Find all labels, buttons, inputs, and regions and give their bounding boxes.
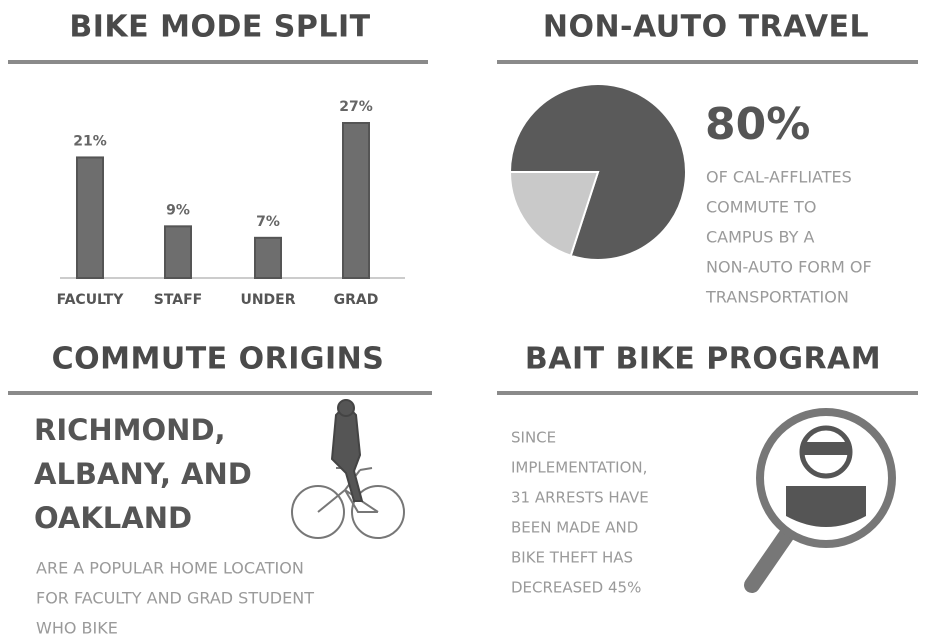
category-label: STAFF — [154, 292, 203, 308]
value-label: 21% — [73, 133, 107, 149]
place-name: RICHMOND, — [34, 413, 226, 447]
category-label: FACULTY — [57, 292, 125, 308]
bar — [165, 226, 191, 278]
value-label: 9% — [166, 202, 190, 218]
category-label: GRAD — [334, 292, 379, 308]
program-text: DECREASED 45% — [511, 579, 641, 597]
place-name: ALBANY, AND — [34, 457, 252, 491]
caption: TRANSPORTATION — [705, 288, 849, 307]
section-title: BIKE MODE SPLIT — [69, 10, 370, 45]
section-title: NON-AUTO TRAVEL — [543, 10, 869, 45]
program-text: BEEN MADE AND — [511, 519, 638, 537]
place-name: OAKLAND — [34, 501, 192, 535]
program-text: BIKE THEFT HAS — [511, 549, 633, 567]
bait-bike-icon — [752, 412, 892, 585]
value-label: 7% — [256, 214, 280, 230]
bar — [343, 123, 369, 278]
program-text: IMPLEMENTATION, — [511, 459, 647, 477]
caption: NON-AUTO FORM OF — [706, 258, 872, 277]
bar — [77, 157, 103, 278]
category-label: UNDER — [240, 292, 295, 308]
caption: COMMUTE TO — [706, 198, 816, 217]
section-title: BAIT BIKE PROGRAM — [525, 342, 881, 377]
caption: WHO BIKE — [36, 619, 118, 638]
bar — [255, 238, 281, 278]
caption: ARE A POPULAR HOME LOCATION — [36, 559, 304, 578]
cyclist-icon — [292, 400, 404, 538]
program-text: SINCE — [511, 429, 556, 447]
value-label: 27% — [339, 99, 373, 115]
caption: CAMPUS BY A — [706, 228, 814, 247]
section-title: COMMUTE ORIGINS — [52, 342, 385, 377]
headline-value: 80% — [705, 99, 810, 150]
caption: OF CAL-AFFLIATES — [706, 168, 852, 187]
caption: FOR FACULTY AND GRAD STUDENT — [36, 589, 314, 608]
infographic: BIKE MODE SPLIT NON-AUTO TRAVEL COMMUTE … — [0, 0, 932, 638]
program-text: 31 ARRESTS HAVE — [511, 489, 649, 507]
